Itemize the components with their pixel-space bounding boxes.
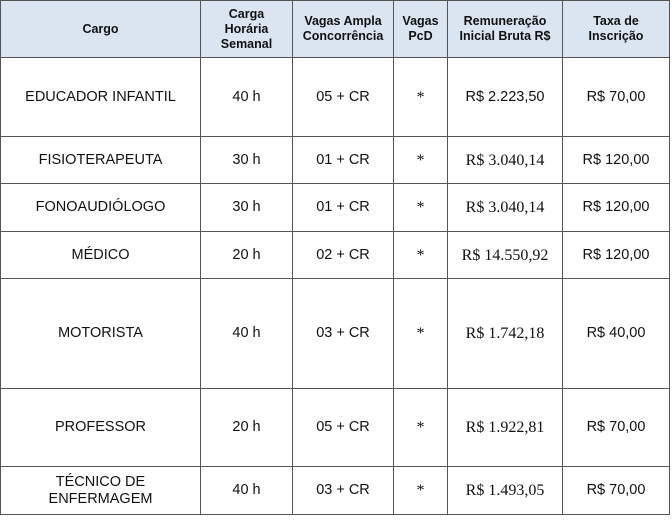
table-cell: R$ 70,00	[562, 388, 670, 467]
table-cell: 05 + CR	[292, 57, 394, 137]
table-cell: 40 h	[200, 57, 293, 137]
table-cell: R$ 2.223,50	[447, 57, 563, 137]
table-cell: *	[393, 183, 448, 232]
table-cell: EDUCADOR INFANTIL	[0, 57, 201, 137]
table-row: EDUCADOR INFANTIL 40 h 05 + CR * R$ 2.223,50…	[0, 57, 670, 137]
header-cell: Carga Horária Semanal	[200, 0, 293, 58]
table-header: Cargo Carga Horária Semanal Vagas Ampla Co…	[0, 0, 670, 58]
table-cell: 30 h	[200, 136, 293, 184]
table-cell: FONOAUDIÓLOGO	[0, 183, 201, 232]
table-cell: *	[393, 278, 448, 389]
header-cell: Cargo	[0, 0, 201, 58]
table-row: MOTORISTA 40 h 03 + CR * R$ 1.742,18 R$ 40,00	[0, 278, 670, 389]
header-cell: Remuneração Inicial Bruta R$	[447, 0, 563, 58]
table-cell: PROFESSOR	[0, 388, 201, 467]
table-cell: R$ 14.550,92	[447, 231, 563, 279]
table-cell: 02 + CR	[292, 231, 394, 279]
table-cell: 20 h	[200, 231, 293, 279]
table-cell: 40 h	[200, 278, 293, 389]
table-cell: 03 + CR	[292, 466, 394, 515]
table-cell: 01 + CR	[292, 183, 394, 232]
table-cell: R$ 40,00	[562, 278, 670, 389]
table-cell: MÉDICO	[0, 231, 201, 279]
table-cell: R$ 70,00	[562, 57, 670, 137]
table-cell: R$ 120,00	[562, 183, 670, 232]
table-cell: R$ 3.040,14	[447, 183, 563, 232]
table-cell: 20 h	[200, 388, 293, 467]
table-row: PROFESSOR 20 h 05 + CR * R$ 1.922,81 R$ 70,00	[0, 388, 670, 467]
table-cell: R$ 120,00	[562, 231, 670, 279]
table-cell: R$ 1.922,81	[447, 388, 563, 467]
table-row: FISIOTERAPEUTA 30 h 01 + CR * R$ 3.040,14 R$ …	[0, 136, 670, 184]
table-cell: FISIOTERAPEUTA	[0, 136, 201, 184]
header-row: Cargo Carga Horária Semanal Vagas Ampla Co…	[0, 0, 670, 58]
table-cell: 01 + CR	[292, 136, 394, 184]
table-body: EDUCADOR INFANTIL 40 h 05 + CR * R$ 2.223,50…	[0, 57, 670, 515]
table-cell: 40 h	[200, 466, 293, 515]
header-cell: Vagas PcD	[393, 0, 448, 58]
table-cell: *	[393, 136, 448, 184]
header-cell: Vagas Ampla Concorrência	[292, 0, 394, 58]
table-cell: 05 + CR	[292, 388, 394, 467]
header-cell: Taxa de Inscrição	[562, 0, 670, 58]
table-cell: MOTORISTA	[0, 278, 201, 389]
table-row: FONOAUDIÓLOGO 30 h 01 + CR * R$ 3.040,14 R$ 1…	[0, 183, 670, 232]
table-cell: *	[393, 57, 448, 137]
table-cell: *	[393, 466, 448, 515]
table-cell: R$ 70,00	[562, 466, 670, 515]
table-row: TÉCNICO DE ENFERMAGEM 40 h 03 + CR * R$ 1.49…	[0, 466, 670, 515]
table-cell: TÉCNICO DE ENFERMAGEM	[0, 466, 201, 515]
table-cell: *	[393, 231, 448, 279]
table-cell: R$ 1.493,05	[447, 466, 563, 515]
table-cell: R$ 3.040,14	[447, 136, 563, 184]
table-row: MÉDICO 20 h 02 + CR * R$ 14.550,92 R$ 120,00	[0, 231, 670, 279]
table-cell: 03 + CR	[292, 278, 394, 389]
table-cell: R$ 120,00	[562, 136, 670, 184]
table-cell: *	[393, 388, 448, 467]
table-cell: 30 h	[200, 183, 293, 232]
table-cell: R$ 1.742,18	[447, 278, 563, 389]
